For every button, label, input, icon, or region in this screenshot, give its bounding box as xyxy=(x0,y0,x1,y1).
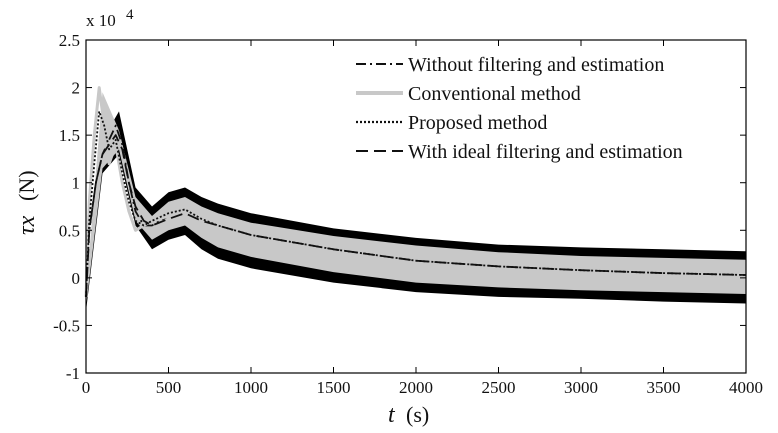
series-ideal-filtering xyxy=(85,134,747,297)
exponent-label: x 10 xyxy=(86,11,116,30)
x-tick-label: 500 xyxy=(156,378,182,397)
y-tick-label: 1.5 xyxy=(59,126,80,145)
x-tick-label: 1500 xyxy=(317,378,351,397)
legend-label-ideal: With ideal filtering and estimation xyxy=(408,141,683,163)
conventional-method-band xyxy=(86,92,746,307)
y-tick-label: 1 xyxy=(72,174,81,193)
series-layer xyxy=(84,86,747,297)
x-tick-label: 3500 xyxy=(647,378,681,397)
y-tick-label: 0 xyxy=(72,269,81,288)
oscillation-band-layer xyxy=(86,92,746,312)
legend-label-proposed: Proposed method xyxy=(408,112,547,134)
y-axis-label: τx (N) xyxy=(14,170,40,235)
x-axis-ticks: 0 500 1000 1500 2000 2500 3000 3500 4000 xyxy=(82,40,763,397)
x-tick-label: 2500 xyxy=(482,378,516,397)
y-axis-ticks: -1 -0.5 0 0.5 1 1.5 2 2.5 xyxy=(53,31,746,383)
x-axis-label-unit: (s) xyxy=(406,402,429,427)
legend-label-conventional: Conventional method xyxy=(408,83,581,105)
y-tick-label: 0.5 xyxy=(59,221,80,240)
y-axis-label-symbol: τx xyxy=(14,215,40,235)
exponent-power: 4 xyxy=(126,7,134,23)
x-tick-label: 0 xyxy=(82,378,91,397)
legend-label-without-filtering: Without filtering and estimation xyxy=(408,54,664,76)
x-tick-label: 4000 xyxy=(729,378,763,397)
x-tick-label: 2000 xyxy=(399,378,433,397)
y-tick-label: -1 xyxy=(66,364,80,383)
x-tick-label: 1000 xyxy=(234,378,268,397)
y-tick-label: 2.5 xyxy=(59,31,80,50)
y-tick-label: 2 xyxy=(72,79,81,98)
x-tick-label: 3000 xyxy=(564,378,598,397)
x-axis-label-symbol: t xyxy=(388,402,396,428)
legend-background xyxy=(350,48,735,170)
y-tick-label: -0.5 xyxy=(53,316,80,335)
legend: Without filtering and estimation Convent… xyxy=(350,48,735,170)
y-axis-label-unit: (N) xyxy=(14,170,39,201)
